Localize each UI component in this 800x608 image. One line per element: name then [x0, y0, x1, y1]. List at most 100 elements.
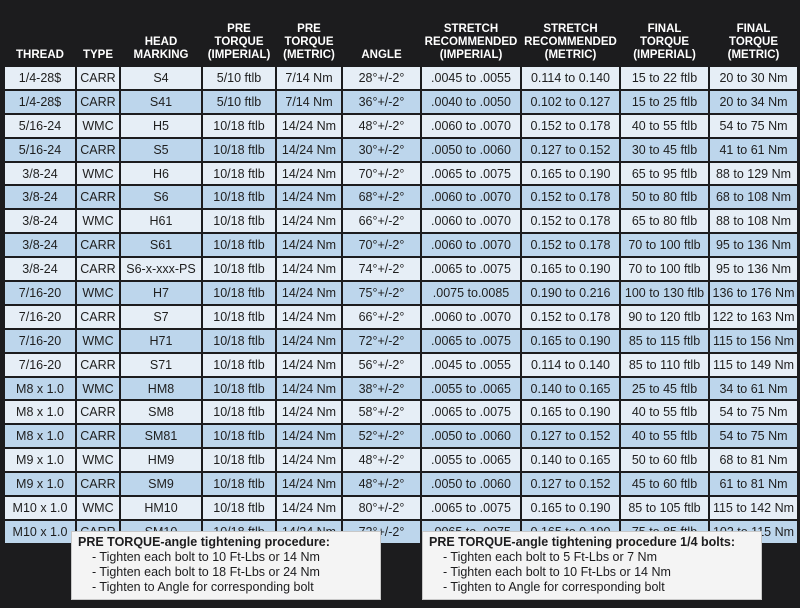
pre-torque-imperial-cell: 5/10 ftlb [201, 65, 277, 91]
head-marking-cell: H61 [119, 208, 203, 235]
column-header: ANGLE [341, 4, 422, 67]
type-cell: CARR [75, 399, 121, 426]
table-row: M8 x 1.0 CARR SM8 10/18 ftlb 14/24 Nm 58°+/-2… [3, 399, 799, 426]
final-torque-imperial-cell: 40 to 55 ftlb [619, 423, 710, 450]
angle-cell: 70°+/-2° [341, 232, 422, 259]
column-header: STRETCH RECOMMENDED (Imperial) [420, 4, 522, 67]
head-marking-cell: S7 [119, 303, 203, 330]
final-torque-imperial-cell: 50 to 60 ftlb [619, 447, 710, 474]
table-row: M9 x 1.0 WMC HM9 10/18 ftlb 14/24 Nm 48°+/-2°… [3, 447, 799, 474]
column-header-label: PRE TORQUE [214, 23, 264, 48]
column-header-sublabel: (Imperial) [633, 49, 696, 61]
head-marking-cell: HM9 [119, 447, 203, 474]
type-cell: CARR [75, 303, 121, 330]
table-row: M8 x 1.0 CARR SM81 10/18 ftlb 14/24 Nm 52°+/-… [3, 423, 799, 450]
final-torque-metric-cell: 68 to 108 Nm [708, 184, 799, 211]
torque-spec-table: THREAD TYPE HEAD MARKING PRE TORQUE (Imperial… [3, 4, 799, 545]
type-cell: WMC [75, 280, 121, 306]
stretch-metric-cell: 0.140 to 0.165 [520, 375, 621, 402]
pre-torque-metric-cell: 14/24 Nm [275, 184, 343, 211]
stretch-metric-cell: 0.152 to 0.178 [520, 303, 621, 330]
final-torque-metric-cell: 54 to 75 Nm [708, 423, 799, 450]
column-header-label: TYPE [82, 49, 114, 61]
final-torque-imperial-cell: 50 to 80 ftlb [619, 184, 710, 211]
final-torque-metric-cell: 95 to 136 Nm [708, 256, 799, 283]
table-row: 7/16-20 WMC H71 10/18 ftlb 14/24 Nm 72°+/-2°.… [3, 327, 799, 354]
thread-cell: M9 x 1.0 [3, 471, 77, 498]
column-header: FINAL TORQUE (Imperial) [619, 4, 710, 67]
stretch-imperial-cell: .0045 to .0055 [420, 65, 522, 91]
stretch-metric-cell: 0.152 to 0.178 [520, 208, 621, 235]
type-cell: WMC [75, 375, 121, 402]
stretch-imperial-cell: .0065 to .0075 [420, 399, 522, 426]
final-torque-imperial-cell: 100 to 130 ftlb [619, 280, 710, 306]
pre-torque-metric-cell: 14/24 Nm [275, 112, 343, 139]
pre-torque-metric-cell: 14/24 Nm [275, 495, 343, 521]
procedure-step: - Tighten each bolt to 10 Ft-Lbs or 14 N… [443, 565, 671, 579]
final-torque-metric-cell: 20 to 30 Nm [708, 65, 799, 91]
angle-cell: 72°+/-2° [341, 327, 422, 354]
table-row: 3/8-24 WMC H6 10/18 ftlb 14/24 Nm 70°+/-2° .00… [3, 160, 799, 187]
column-header: PRE TORQUE (Imperial) [201, 4, 277, 67]
stretch-metric-cell: 0.114 to 0.140 [520, 65, 621, 91]
thread-cell: M8 x 1.0 [3, 399, 77, 426]
table-header: THREAD TYPE HEAD MARKING PRE TORQUE (Imperial… [3, 4, 799, 67]
table-row: 3/8-24 CARR S61 10/18 ftlb 14/24 Nm 70°+/-2°.… [3, 232, 799, 259]
angle-cell: 38°+/-2° [341, 375, 422, 402]
pre-torque-imperial-cell: 10/18 ftlb [201, 471, 277, 498]
column-header-label: THREAD [16, 49, 64, 61]
column-header-label: FINAL TORQUE [729, 23, 778, 48]
final-torque-imperial-cell: 40 to 55 ftlb [619, 112, 710, 139]
final-torque-imperial-cell: 85 to 115 ftlb [619, 327, 710, 354]
final-torque-imperial-cell: 90 to 120 ftlb [619, 303, 710, 330]
column-header: PRE TORQUE (Metric) [275, 4, 343, 67]
stretch-imperial-cell: .0065 to .0075 [420, 256, 522, 283]
final-torque-imperial-cell: 65 to 80 ftlb [619, 208, 710, 235]
type-cell: CARR [75, 65, 121, 91]
type-cell: CARR [75, 232, 121, 259]
stretch-metric-cell: 0.140 to 0.165 [520, 447, 621, 474]
type-cell: WMC [75, 495, 121, 521]
column-header-label: PRE TORQUE [284, 23, 334, 48]
final-torque-metric-cell: 20 to 34 Nm [708, 88, 799, 115]
table-row: 1/4-28$ CARR S4 5/10 ftlb 7/14 Nm 28°+/-2° .00… [3, 65, 799, 91]
stretch-imperial-cell: .0050 to .0060 [420, 423, 522, 450]
pre-torque-metric-cell: 14/24 Nm [275, 256, 343, 283]
type-cell: WMC [75, 447, 121, 474]
stretch-metric-cell: 0.152 to 0.178 [520, 232, 621, 259]
final-torque-imperial-cell: 15 to 25 ftlb [619, 88, 710, 115]
stretch-imperial-cell: .0050 to .0060 [420, 136, 522, 163]
angle-cell: 30°+/-2° [341, 136, 422, 163]
procedure-box-standard: PRE TORQUE-angle tightening procedure: -… [71, 531, 381, 600]
table-row: M8 x 1.0 WMC HM8 10/18 ftlb 14/24 Nm 38°+/-2°… [3, 375, 799, 402]
final-torque-imperial-cell: 65 to 95 ftlb [619, 160, 710, 187]
type-cell: CARR [75, 136, 121, 163]
column-header-label: FINAL TORQUE [640, 23, 689, 48]
pre-torque-imperial-cell: 10/18 ftlb [201, 184, 277, 211]
type-cell: CARR [75, 256, 121, 283]
procedure-box-quarter-inch: PRE TORQUE-angle tightening procedure 1/… [422, 531, 762, 600]
column-header: STRETCH RECOMMENDED (Metric) [520, 4, 621, 67]
stretch-metric-cell: 0.165 to 0.190 [520, 399, 621, 426]
head-marking-cell: H71 [119, 327, 203, 354]
stretch-imperial-cell: .0060 to .0070 [420, 112, 522, 139]
angle-cell: 68°+/-2° [341, 184, 422, 211]
pre-torque-metric-cell: 14/24 Nm [275, 232, 343, 259]
final-torque-metric-cell: 68 to 81 Nm [708, 447, 799, 474]
pre-torque-imperial-cell: 10/18 ftlb [201, 375, 277, 402]
column-header-label: HEAD [144, 36, 178, 48]
stretch-imperial-cell: .0060 to .0070 [420, 303, 522, 330]
head-marking-cell: HM8 [119, 375, 203, 402]
angle-cell: 56°+/-2° [341, 351, 422, 378]
pre-torque-imperial-cell: 10/18 ftlb [201, 136, 277, 163]
thread-cell: 7/16-20 [3, 303, 77, 330]
angle-cell: 66°+/-2° [341, 303, 422, 330]
angle-cell: 80°+/-2° [341, 495, 422, 521]
pre-torque-metric-cell: 14/24 Nm [275, 423, 343, 450]
head-marking-cell: H7 [119, 280, 203, 306]
pre-torque-metric-cell: 14/24 Nm [275, 136, 343, 163]
stretch-imperial-cell: .0065 to .0075 [420, 327, 522, 354]
pre-torque-metric-cell: 14/24 Nm [275, 280, 343, 306]
thread-cell: 1/4-28$ [3, 88, 77, 115]
pre-torque-imperial-cell: 10/18 ftlb [201, 351, 277, 378]
